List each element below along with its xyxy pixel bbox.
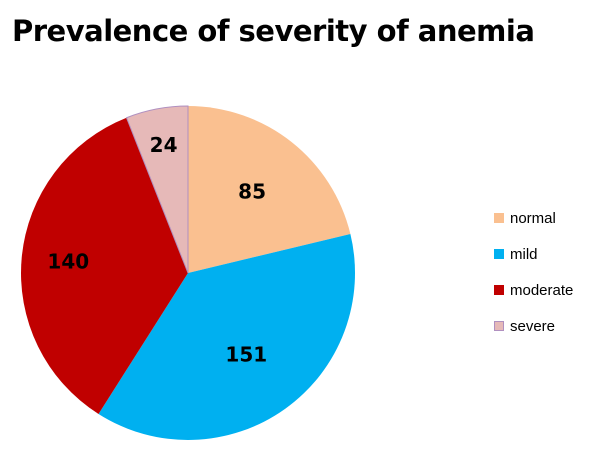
chart-title: Prevalence of severity of anemia: [12, 14, 535, 48]
data-label-severe: 24: [150, 133, 178, 157]
legend-label-severe: severe: [510, 317, 556, 335]
legend-label-moderate: moderate: [510, 281, 574, 299]
legend-label-normal: normal: [510, 209, 556, 227]
legend-swatch-mild: [494, 249, 504, 259]
legend-swatch-moderate: [494, 285, 504, 295]
legend-item-moderate: moderate: [494, 281, 573, 299]
data-label-mild: 151: [225, 343, 267, 367]
legend-swatch-severe: [494, 321, 504, 331]
legend-label-mild: mild: [510, 245, 538, 263]
pie-slice-normal: [188, 106, 351, 273]
data-label-moderate: 140: [47, 250, 89, 274]
data-label-normal: 85: [238, 180, 266, 204]
legend-item-mild: mild: [494, 245, 573, 263]
pie-slice-mild: [98, 234, 356, 440]
legend: normal mild moderate severe: [494, 209, 573, 353]
legend-item-severe: severe: [494, 317, 573, 335]
pie-slice-severe: [125, 105, 189, 274]
pie-slice-moderate: [21, 117, 188, 414]
legend-swatch-normal: [494, 213, 504, 223]
legend-item-normal: normal: [494, 209, 573, 227]
